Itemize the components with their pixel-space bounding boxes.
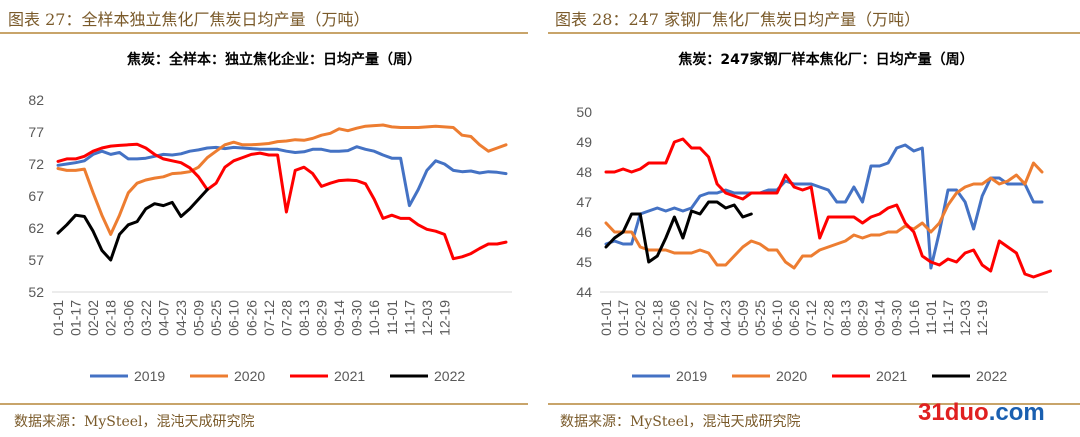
legend-label: 2019 — [134, 368, 165, 384]
x-tick-label: 05-09 — [735, 300, 751, 336]
y-tick-label: 49 — [576, 134, 592, 150]
y-tick-label: 67 — [28, 188, 44, 204]
x-tick-label: 07-12 — [261, 300, 277, 336]
x-tick-label: 03-22 — [138, 300, 154, 336]
series-line-2021 — [604, 137, 1052, 279]
x-tick-label: 05-25 — [208, 300, 224, 336]
x-tick-label: 06-26 — [786, 300, 802, 336]
x-tick-label: 04-23 — [718, 300, 734, 336]
right-chart: 焦炭：247家钢厂样本焦化厂：日均产量（周） 44 45 46 47 48 49 50 01-0… — [576, 51, 1052, 384]
x-tick-label: 04-07 — [701, 300, 717, 336]
series-line-2022 — [604, 200, 753, 264]
y-tick-label: 44 — [576, 284, 592, 300]
left-top-rule — [0, 32, 528, 34]
x-tick-label: 09-14 — [331, 300, 347, 336]
right-bottom-rule — [548, 403, 1080, 405]
y-tick-label: 48 — [576, 164, 592, 180]
x-tick-label: 08-13 — [296, 300, 312, 336]
x-tick-label: 12-19 — [437, 300, 453, 336]
x-tick-label: 06-10 — [226, 300, 242, 336]
x-tick-label: 05-25 — [752, 300, 768, 336]
y-tick-label: 82 — [28, 92, 44, 108]
legend-item-2022: 2022 — [390, 368, 465, 384]
y-tick-label: 57 — [28, 252, 44, 268]
x-tick-label: 07-12 — [803, 300, 819, 336]
x-tick-label: 01-17 — [615, 300, 631, 336]
left-source-note: 数据来源：MySteel，混沌天成研究院 — [14, 414, 255, 430]
legend-item-2020: 2020 — [190, 368, 265, 384]
x-tick-label: 11-17 — [940, 300, 956, 335]
x-tick-label: 07-28 — [820, 300, 836, 336]
x-tick-label: 07-28 — [278, 300, 294, 336]
x-tick-label: 03-06 — [120, 300, 136, 336]
y-tick-label: 50 — [576, 104, 592, 120]
watermark-part1: 31duo — [918, 399, 989, 426]
x-tick-label: 12-03 — [419, 300, 435, 336]
x-tick-label: 02-18 — [103, 300, 119, 336]
series-line-2020 — [56, 123, 508, 236]
watermark-part2: .com — [988, 399, 1045, 426]
series-line-2019 — [604, 143, 1044, 270]
left-figure-title: 图表 27：全样本独立焦化厂焦炭日均产量（万吨） — [8, 10, 370, 29]
x-tick-label: 01-01 — [50, 300, 66, 336]
legend-label: 2021 — [334, 368, 365, 384]
legend-item-2019: 2019 — [632, 368, 707, 384]
x-tick-label: 10-16 — [906, 300, 922, 336]
x-tick-label: 12-03 — [957, 300, 973, 336]
x-tick-label: 03-22 — [683, 300, 699, 336]
legend-label: 2019 — [676, 368, 707, 384]
x-tick-label: 03-06 — [666, 300, 682, 336]
x-tick-label: 09-30 — [349, 300, 365, 336]
x-tick-label: 09-30 — [889, 300, 905, 336]
legend-item-2021: 2021 — [290, 368, 365, 384]
y-tick-label: 62 — [28, 220, 44, 236]
legend-item-2019: 2019 — [90, 368, 165, 384]
x-tick-label: 05-09 — [191, 300, 207, 336]
y-tick-label: 52 — [28, 284, 44, 300]
x-tick-label: 11-17 — [401, 300, 417, 335]
y-tick-label: 72 — [28, 156, 44, 172]
x-tick-label: 04-07 — [155, 300, 171, 336]
x-tick-label: 01-01 — [598, 300, 614, 336]
y-tick-label: 47 — [576, 194, 592, 210]
legend-label: 2021 — [876, 368, 907, 384]
x-tick-label: 08-29 — [314, 300, 330, 336]
chart-title: 焦炭：247家钢厂样本焦化厂：日均产量（周） — [677, 51, 973, 68]
x-tick-label: 11-01 — [923, 300, 939, 335]
site-watermark: 31duo.com — [918, 399, 1045, 427]
x-tick-label: 10-16 — [366, 300, 382, 336]
x-tick-label: 11-01 — [384, 300, 400, 335]
series-line-2019 — [56, 145, 508, 208]
x-tick-label: 02-02 — [632, 300, 648, 336]
legend-item-2022: 2022 — [932, 368, 1007, 384]
x-tick-label: 06-10 — [769, 300, 785, 336]
legend-label: 2020 — [234, 368, 265, 384]
chart-title: 焦炭：全样本：独立焦化企业：日均产量（周） — [126, 51, 421, 68]
left-bottom-rule — [0, 403, 528, 405]
y-tick-label: 77 — [28, 124, 44, 140]
legend-label: 2022 — [976, 368, 1007, 384]
x-tick-label: 06-26 — [243, 300, 259, 336]
right-source-note: 数据来源：MySteel，混沌天成研究院 — [560, 414, 801, 430]
legend-label: 2020 — [776, 368, 807, 384]
series-line-2022 — [56, 188, 209, 262]
y-tick-label: 46 — [576, 224, 592, 240]
x-tick-label: 02-02 — [85, 300, 101, 336]
x-tick-label: 02-18 — [649, 300, 665, 336]
x-tick-label: 01-17 — [68, 300, 84, 336]
x-tick-label: 08-13 — [837, 300, 853, 336]
legend-item-2021: 2021 — [832, 368, 907, 384]
series-line-2020 — [604, 161, 1044, 270]
x-tick-label: 08-29 — [854, 300, 870, 336]
y-tick-label: 45 — [576, 254, 592, 270]
legend-item-2020: 2020 — [732, 368, 807, 384]
right-figure-title: 图表 28：247 家钢厂焦化厂焦炭日均产量（万吨） — [555, 10, 921, 29]
left-chart: 焦炭：全样本：独立焦化企业：日均产量（周） 52 57 62 67 72 77 82 01-01… — [28, 51, 512, 384]
right-top-rule — [548, 32, 1080, 34]
x-tick-label: 09-14 — [872, 300, 888, 336]
legend-label: 2022 — [434, 368, 465, 384]
x-tick-label: 04-23 — [173, 300, 189, 336]
x-tick-label: 12-19 — [974, 300, 990, 336]
series-line-2021 — [56, 142, 508, 261]
